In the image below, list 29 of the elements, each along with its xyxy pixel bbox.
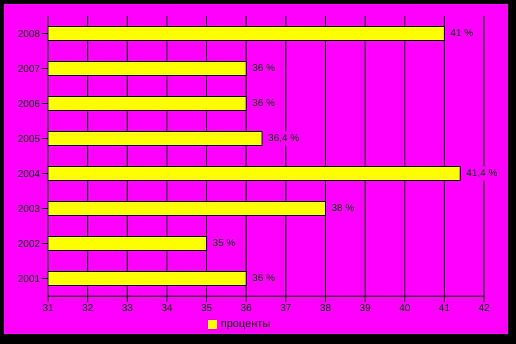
y-tick-label: 2001 [18, 274, 40, 286]
data-label: 36,4 % [268, 133, 300, 144]
x-tick-label: 31 [42, 303, 54, 314]
y-tick-label: 2003 [18, 204, 40, 216]
x-tick-label: 42 [478, 303, 490, 314]
legend-label: проценты [220, 318, 270, 330]
y-tick-label: 2007 [18, 64, 40, 76]
y-tick-label: 2006 [18, 99, 40, 110]
x-tick-label: 40 [399, 303, 411, 314]
y-tick-label: 2008 [18, 29, 40, 40]
y-tick-label: 2002 [18, 239, 40, 250]
x-tick-label: 41 [438, 303, 450, 314]
y-tick-label: 2005 [18, 134, 40, 146]
data-label: 36 % [252, 63, 276, 74]
data-label: 36 % [252, 98, 276, 110]
data-label: 35 % [212, 238, 236, 250]
x-tick-label: 34 [161, 303, 173, 314]
data-label: 36 % [252, 273, 276, 284]
x-tick-label: 38 [320, 303, 332, 314]
y-tick-label: 2004 [18, 169, 40, 180]
x-tick-label: 37 [280, 303, 292, 314]
data-label: 41,4 % [466, 168, 498, 180]
data-label: 41 % [450, 28, 474, 40]
x-tick-label: 32 [82, 303, 94, 314]
x-tick-label: 35 [200, 303, 213, 314]
x-tick-label: 36 [240, 303, 252, 314]
x-tick-label: 33 [122, 303, 134, 314]
x-tick-label: 39 [360, 303, 372, 314]
data-label: 38 % [331, 203, 354, 214]
